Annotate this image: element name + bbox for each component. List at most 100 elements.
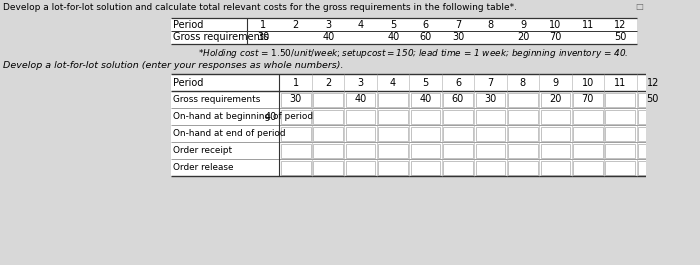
Text: 8: 8 <box>520 77 526 87</box>
Text: Order release: Order release <box>174 163 234 172</box>
Bar <box>346 109 375 123</box>
Text: 7: 7 <box>455 20 461 29</box>
Bar <box>346 161 375 174</box>
Text: 10: 10 <box>582 77 594 87</box>
Bar <box>606 109 635 123</box>
Text: 40: 40 <box>322 33 335 42</box>
Bar <box>346 144 375 157</box>
Text: 40: 40 <box>419 95 432 104</box>
Bar <box>346 126 375 140</box>
Text: 6: 6 <box>423 20 429 29</box>
Bar <box>346 92 375 107</box>
Text: 1: 1 <box>260 20 267 29</box>
Bar <box>540 161 570 174</box>
Text: 12: 12 <box>615 20 626 29</box>
Bar <box>411 126 440 140</box>
Bar <box>573 144 603 157</box>
Bar <box>411 144 440 157</box>
Text: 20: 20 <box>550 95 561 104</box>
Bar <box>475 126 505 140</box>
Text: 70: 70 <box>582 95 594 104</box>
Text: 30: 30 <box>484 95 496 104</box>
Bar <box>638 161 668 174</box>
Bar <box>475 92 505 107</box>
Text: □: □ <box>635 2 643 11</box>
Text: Period: Period <box>174 77 204 87</box>
Bar <box>378 126 408 140</box>
Text: 20: 20 <box>517 33 529 42</box>
Bar <box>508 161 538 174</box>
Bar <box>314 92 343 107</box>
Bar <box>638 126 668 140</box>
Text: 30: 30 <box>258 33 270 42</box>
Bar <box>443 161 473 174</box>
Bar <box>171 74 669 176</box>
Bar <box>378 161 408 174</box>
Text: 4: 4 <box>358 20 364 29</box>
Text: 40: 40 <box>354 95 367 104</box>
Bar <box>573 161 603 174</box>
Text: Period: Period <box>174 20 204 29</box>
Text: 9: 9 <box>520 20 526 29</box>
Bar <box>540 126 570 140</box>
Bar <box>443 144 473 157</box>
Text: 8: 8 <box>488 20 494 29</box>
Text: 30: 30 <box>452 33 464 42</box>
Bar <box>606 126 635 140</box>
Text: 12: 12 <box>647 77 659 87</box>
Bar <box>378 92 408 107</box>
Bar <box>411 161 440 174</box>
Bar <box>475 161 505 174</box>
Bar <box>540 92 570 107</box>
Bar <box>475 109 505 123</box>
Text: On-hand at beginning of period: On-hand at beginning of period <box>174 112 314 121</box>
Bar <box>638 92 668 107</box>
Bar <box>606 92 635 107</box>
Text: Develop a lot-for-lot solution (enter your responses as whole numbers).: Develop a lot-for-lot solution (enter yo… <box>3 61 343 70</box>
Bar <box>573 92 603 107</box>
Bar <box>411 92 440 107</box>
Text: 30: 30 <box>290 95 302 104</box>
Text: 3: 3 <box>358 77 364 87</box>
Bar <box>281 109 311 123</box>
Text: 1: 1 <box>293 77 299 87</box>
Text: On-hand at end of period: On-hand at end of period <box>174 129 286 138</box>
Text: 10: 10 <box>550 20 561 29</box>
Text: 2: 2 <box>293 20 299 29</box>
Text: 3: 3 <box>326 20 331 29</box>
Bar <box>281 144 311 157</box>
Bar <box>281 161 311 174</box>
Bar <box>443 109 473 123</box>
Bar <box>606 161 635 174</box>
Bar <box>573 126 603 140</box>
Bar <box>314 144 343 157</box>
Text: 7: 7 <box>487 77 494 87</box>
Text: 50: 50 <box>647 95 659 104</box>
Bar <box>540 144 570 157</box>
Bar <box>508 109 538 123</box>
Bar <box>508 92 538 107</box>
Text: Order receipt: Order receipt <box>174 146 232 155</box>
Text: Gross requirements: Gross requirements <box>174 95 261 104</box>
Text: 60: 60 <box>419 33 432 42</box>
Text: 40: 40 <box>387 33 400 42</box>
Bar <box>314 109 343 123</box>
Bar <box>508 144 538 157</box>
Text: 11: 11 <box>614 77 626 87</box>
Text: 40: 40 <box>265 112 277 121</box>
Bar <box>281 92 311 107</box>
Bar <box>540 109 570 123</box>
Bar <box>281 126 311 140</box>
Bar <box>378 109 408 123</box>
Bar <box>443 126 473 140</box>
Bar <box>606 144 635 157</box>
Text: 2: 2 <box>325 77 331 87</box>
Text: 9: 9 <box>552 77 559 87</box>
Text: 5: 5 <box>390 20 396 29</box>
Bar <box>508 126 538 140</box>
Bar <box>443 92 473 107</box>
Bar <box>638 109 668 123</box>
Text: Gross requirements: Gross requirements <box>174 33 270 42</box>
Text: Develop a lot-for-lot solution and calculate total relevant costs for the gross : Develop a lot-for-lot solution and calcu… <box>3 2 517 11</box>
Text: 60: 60 <box>452 95 464 104</box>
